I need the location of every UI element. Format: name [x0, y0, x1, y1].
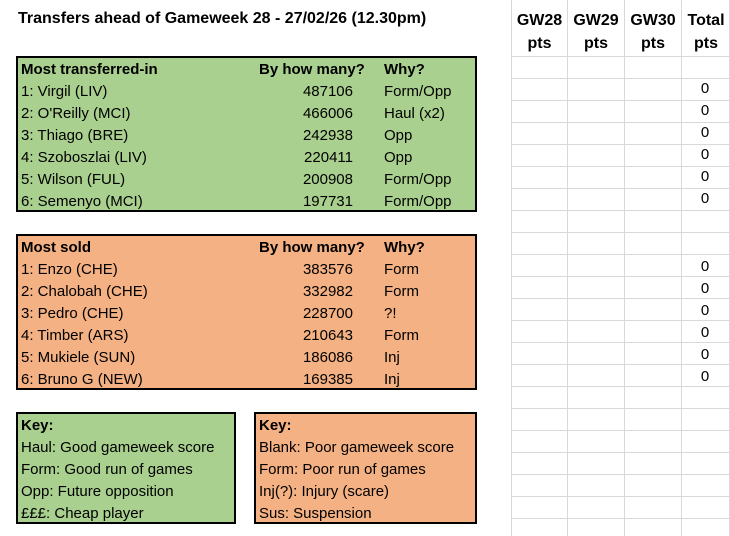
total-pts-in-4: 0	[700, 146, 710, 163]
transfer-count: 169385	[302, 371, 353, 388]
transfer-count: 210643	[302, 327, 353, 344]
transfer-reason: Opp	[384, 127, 413, 144]
transfer-count: 383576	[302, 261, 353, 278]
transfer-reason: Form/Opp	[384, 193, 452, 210]
table-row: 6: Semenyo (MCI) 197731 Form/Opp	[18, 190, 475, 212]
key-transferred-in: Key: Haul: Good gameweek score Form: Goo…	[16, 412, 236, 524]
total-pts-in-6: 0	[700, 190, 710, 207]
transfer-count: 186086	[302, 349, 353, 366]
key-line: Blank: Poor gameweek score	[259, 439, 455, 456]
transferred-in-table: Most transferred-in By how many? Why? 1:…	[16, 56, 477, 212]
key-heading: Key:	[21, 417, 54, 434]
player-name: 4: Szoboszlai (LIV)	[21, 149, 147, 166]
most-sold-heading: Most sold	[21, 239, 91, 256]
total-pts-in-2: 0	[700, 102, 710, 119]
table-row: 4: Szoboszlai (LIV) 220411 Opp	[18, 146, 475, 168]
key-line: Opp: Future opposition	[21, 483, 174, 500]
total-header: Total	[687, 12, 725, 29]
total-pts-sold-3: 0	[700, 302, 710, 319]
key-heading: Key:	[259, 417, 292, 434]
key-line: £££: Cheap player	[21, 505, 144, 522]
player-name: 3: Pedro (CHE)	[21, 305, 124, 322]
table-row: 1: Virgil (LIV) 487106 Form/Opp	[18, 80, 475, 102]
player-name: 3: Thiago (BRE)	[21, 127, 129, 144]
player-name: 4: Timber (ARS)	[21, 327, 129, 344]
page-title: Transfers ahead of Gameweek 28 - 27/02/2…	[18, 10, 427, 27]
player-name: 2: Chalobah (CHE)	[21, 283, 148, 300]
most-sold-header-row: Most sold By how many? Why?	[18, 236, 475, 258]
transfer-reason: Haul (x2)	[384, 105, 445, 122]
player-name: 6: Semenyo (MCI)	[21, 193, 143, 210]
key-line: Form: Good run of games	[21, 461, 193, 478]
total-pts-sold-2: 0	[700, 280, 710, 297]
total-pts-sold-5: 0	[700, 346, 710, 363]
gw28-pts-header: pts	[527, 35, 552, 52]
table-row: 5: Wilson (FUL) 200908 Form/Opp	[18, 168, 475, 190]
transfer-count: 332982	[302, 283, 353, 300]
gw30-header: GW30	[630, 12, 676, 29]
key-line: Form: Poor run of games	[259, 461, 426, 478]
transfer-count: 487106	[302, 83, 353, 100]
total-pts-in-3: 0	[700, 124, 710, 141]
transfer-reason: Inj	[384, 349, 400, 366]
transfer-count: 200908	[302, 171, 353, 188]
table-row: 3: Pedro (CHE) 228700 ?!	[18, 302, 475, 324]
transfer-count: 220411	[304, 149, 353, 166]
total-pts-sold-4: 0	[700, 324, 710, 341]
transfer-count: 242938	[302, 127, 353, 144]
transferred-in-count-heading: By how many?	[259, 61, 365, 78]
player-name: 6: Bruno G (NEW)	[21, 371, 143, 388]
total-pts-header: pts	[694, 35, 718, 52]
total-pts-in-5: 0	[700, 168, 710, 185]
transfer-reason: Form	[384, 327, 419, 344]
gw29-header: GW29	[573, 12, 619, 29]
transfer-count: 197731	[302, 193, 353, 210]
table-row: 1: Enzo (CHE) 383576 Form	[18, 258, 475, 280]
gw30-pts-header: pts	[641, 35, 665, 52]
transfer-reason: Form	[384, 283, 419, 300]
player-name: 2: O'Reilly (MCI)	[21, 105, 131, 122]
transfer-reason: Form/Opp	[384, 83, 452, 100]
gw29-pts-header: pts	[584, 35, 608, 52]
most-sold-count-heading: By how many?	[259, 239, 365, 256]
key-line: Sus: Suspension	[259, 505, 372, 522]
transfer-count: 466006	[302, 105, 353, 122]
table-row: 5: Mukiele (SUN) 186086 Inj	[18, 346, 475, 368]
transfer-reason: Form/Opp	[384, 171, 452, 188]
total-pts-sold-6: 0	[700, 368, 710, 385]
player-name: 5: Mukiele (SUN)	[21, 349, 136, 366]
transfer-reason: ?!	[384, 305, 397, 322]
table-row: 4: Timber (ARS) 210643 Form	[18, 324, 475, 346]
transferred-in-header-row: Most transferred-in By how many? Why?	[18, 58, 475, 80]
table-row: 2: Chalobah (CHE) 332982 Form	[18, 280, 475, 302]
total-pts-sold-1: 0	[700, 258, 710, 275]
transferred-in-heading: Most transferred-in	[21, 61, 158, 78]
total-pts-in-1: 0	[700, 80, 710, 97]
key-sold: Key: Blank: Poor gameweek score Form: Po…	[254, 412, 477, 524]
player-name: 1: Enzo (CHE)	[21, 261, 118, 278]
most-sold-reason-heading: Why?	[384, 239, 425, 256]
transfer-reason: Opp	[384, 149, 413, 166]
table-row: 2: O'Reilly (MCI) 466006 Haul (x2)	[18, 102, 475, 124]
table-row: 3: Thiago (BRE) 242938 Opp	[18, 124, 475, 146]
table-row: 6: Bruno G (NEW) 169385 Inj	[18, 368, 475, 390]
key-line: Inj(?): Injury (scare)	[259, 483, 390, 500]
player-name: 1: Virgil (LIV)	[21, 83, 108, 100]
most-sold-table: Most sold By how many? Why? 1: Enzo (CHE…	[16, 234, 477, 390]
transfer-count: 228700	[302, 305, 353, 322]
transfer-reason: Form	[384, 261, 419, 278]
player-name: 5: Wilson (FUL)	[21, 171, 126, 188]
transfer-reason: Inj	[384, 371, 400, 388]
gw28-header: GW28	[516, 12, 563, 29]
transferred-in-reason-heading: Why?	[384, 61, 425, 78]
key-line: Haul: Good gameweek score	[21, 439, 215, 456]
